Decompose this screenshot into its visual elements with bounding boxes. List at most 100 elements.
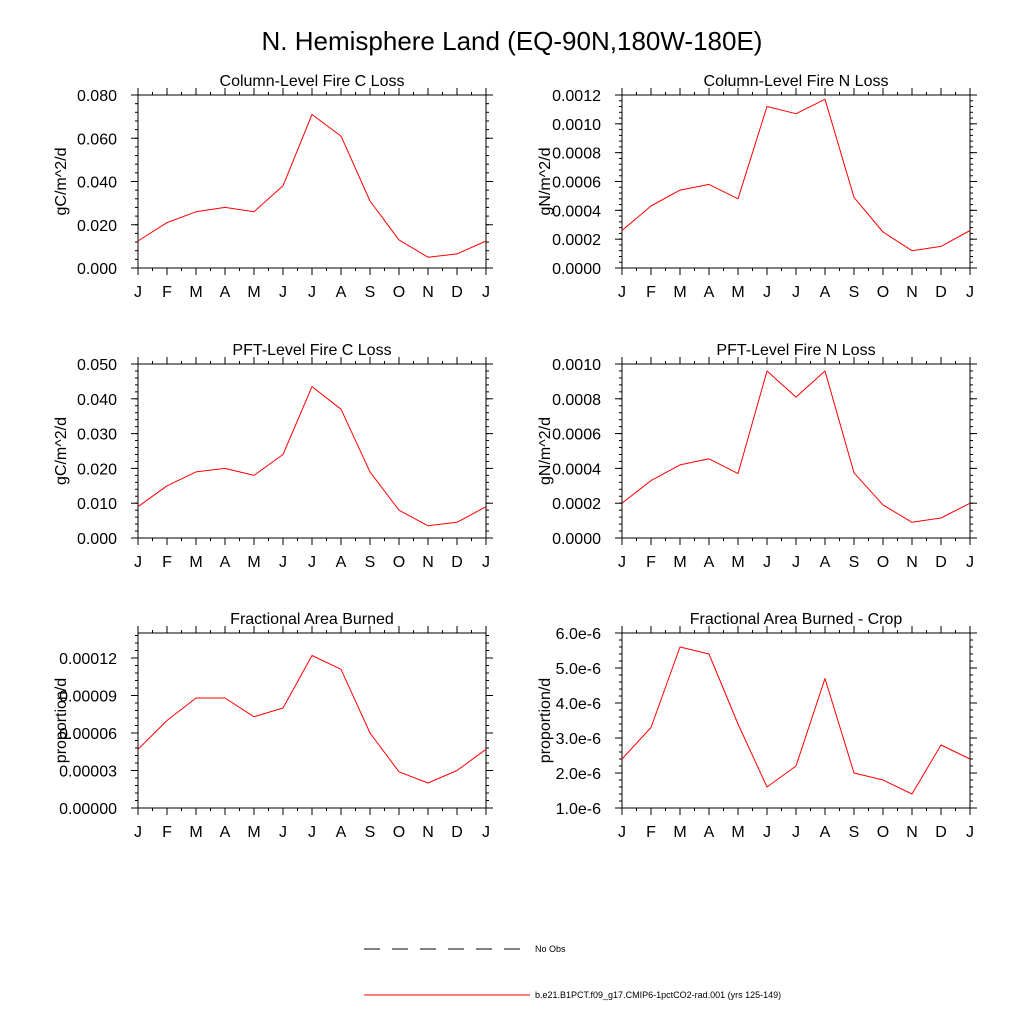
x-tick-label: D [451,284,463,301]
x-tick-label: J [966,554,974,571]
y-tick-label: 0.00003 [59,764,117,781]
x-tick-label: M [731,824,744,841]
x-tick-label: A [704,824,715,841]
plot-frame [137,632,487,809]
x-tick-label: J [763,554,771,571]
series-line [621,98,971,252]
x-tick-label: A [220,554,231,571]
x-tick-label: J [763,824,771,841]
y-tick-label: 0.0012 [552,88,601,105]
x-tick-label: F [162,554,172,571]
x-tick-label: M [247,284,260,301]
x-tick-label: J [279,554,287,571]
x-tick-label: S [365,554,376,571]
x-tick-label: O [877,824,889,841]
y-axis-label: proportion/d [537,678,554,763]
x-tick-label: J [618,554,626,571]
y-tick-label: 0.00006 [59,726,117,743]
x-tick-label: J [482,284,490,301]
series-line [137,655,487,784]
x-tick-label: N [422,554,434,571]
y-tick-label: 0.00000 [59,801,117,818]
x-tick-label: J [792,284,800,301]
x-tick-label: F [646,824,656,841]
x-tick-label: M [673,824,686,841]
x-tick-label: J [279,284,287,301]
x-tick-label: M [731,284,744,301]
y-axis-label: gN/m^2/d [537,417,554,485]
y-tick-label: 0.020 [77,461,117,478]
x-tick-label: N [906,554,918,571]
x-tick-label: J [792,554,800,571]
x-tick-label: S [849,554,860,571]
x-tick-label: F [162,824,172,841]
y-tick-label: 3.0e-6 [556,731,601,748]
y-tick-label: 0.0002 [552,496,601,513]
x-tick-label: M [189,554,202,571]
x-tick-label: M [189,824,202,841]
y-tick-label: 0.0008 [552,392,601,409]
x-tick-label: S [365,824,376,841]
figure-title: N. Hemisphere Land (EQ-90N,180W-180E) [262,26,763,56]
y-tick-label: 0.00012 [59,651,117,668]
panel-title: Column-Level Fire N Loss [704,73,889,90]
y-tick-label: 0.0008 [552,146,601,163]
x-tick-label: J [308,554,316,571]
y-tick-label: 0.030 [77,427,117,444]
legend: No Obs b.e21.B1PCT.f09_g17.CMIP6-1pctCO2… [364,944,781,1000]
x-tick-label: F [646,554,656,571]
y-tick-label: 0.000 [77,531,117,548]
series-line [621,646,971,795]
x-tick-label: N [906,284,918,301]
y-tick-label: 0.00009 [59,689,117,706]
x-tick-label: N [906,824,918,841]
x-tick-label: O [393,554,405,571]
y-tick-label: 0.0000 [552,261,601,278]
x-tick-label: M [247,554,260,571]
legend-label-run: b.e21.B1PCT.f09_g17.CMIP6-1pctCO2-rad.00… [535,990,781,1000]
panel-title: Column-Level Fire C Loss [220,73,405,90]
x-tick-label: M [731,554,744,571]
x-tick-label: A [820,824,831,841]
panel-title: PFT-Level Fire C Loss [232,342,391,359]
x-tick-label: O [877,554,889,571]
plot-frame [621,632,971,809]
x-tick-label: N [422,284,434,301]
x-tick-label: O [393,824,405,841]
x-tick-label: J [618,284,626,301]
x-tick-label: D [451,824,463,841]
x-tick-label: J [966,284,974,301]
y-tick-label: 0.0010 [552,357,601,374]
y-tick-label: 0.0006 [552,175,601,192]
y-tick-label: 0.0004 [552,203,601,220]
y-tick-label: 5.0e-6 [556,661,601,678]
panel-6: Fractional Area Burned - Crop proportion/… [537,611,977,841]
series-line [137,114,487,258]
x-tick-label: A [336,284,347,301]
y-tick-label: 0.040 [77,392,117,409]
x-tick-label: A [820,554,831,571]
x-tick-label: J [618,824,626,841]
x-tick-label: J [482,824,490,841]
plot-frame [137,363,487,539]
y-axis-label: proportion/d [53,678,70,763]
plot-frame [621,363,971,539]
y-tick-label: 0.0002 [552,232,601,249]
y-tick-label: 0.020 [77,218,117,235]
y-tick-label: 0.000 [77,261,117,278]
y-tick-label: 0.0004 [552,461,601,478]
x-tick-label: J [482,554,490,571]
x-tick-label: D [935,554,947,571]
y-tick-label: 6.0e-6 [556,626,601,643]
y-tick-label: 0.0006 [552,427,601,444]
series-line [621,370,971,523]
x-tick-label: F [162,284,172,301]
x-tick-label: J [792,824,800,841]
x-tick-label: A [820,284,831,301]
plot-frame [137,94,487,269]
